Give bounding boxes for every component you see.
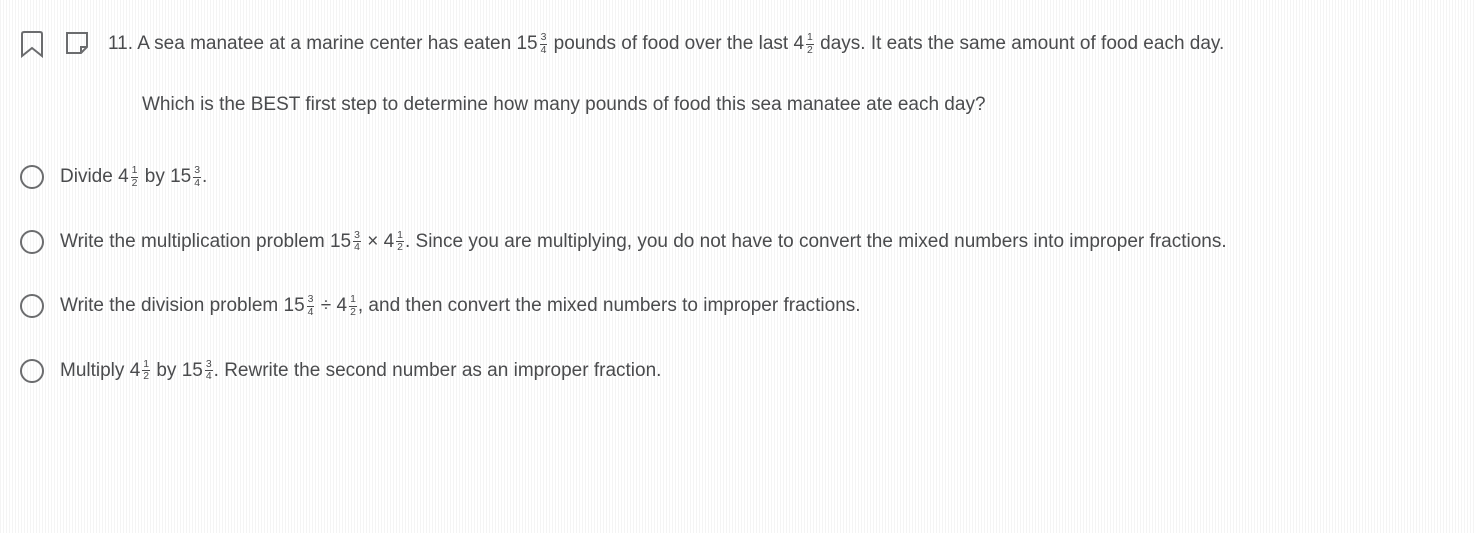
fraction: 34 [307, 295, 315, 318]
question-prompt-line2: Which is the BEST first step to determin… [142, 91, 1456, 120]
mixed-number-whole: 4 [130, 357, 141, 386]
option-text-part: Multiply [60, 360, 130, 381]
option-text: Write the division problem 1534 ÷ 412, a… [60, 292, 861, 321]
option-text-part: . Rewrite the second number as an improp… [214, 360, 662, 381]
question-text-part: days. It eats the same amount of food ea… [815, 33, 1224, 54]
option-text-part: Write the multiplication problem [60, 231, 330, 252]
note-icon[interactable] [64, 30, 90, 56]
question-header: 11. A sea manatee at a marine center has… [20, 30, 1456, 119]
mixed-number-whole: 15 [516, 30, 537, 59]
option-text: Divide 412 by 1534. [60, 163, 207, 192]
question-text-part: pounds of food over the last [548, 33, 793, 54]
mixed-number-whole: 15 [170, 163, 191, 192]
fraction: 12 [131, 166, 139, 189]
option-text-part: , and then convert the mixed numbers to … [358, 295, 861, 316]
option-text-part: . [202, 166, 207, 187]
question-number: 11. [108, 33, 133, 54]
question-text-block: 11. A sea manatee at a marine center has… [108, 30, 1456, 119]
option-d[interactable]: Multiply 412 by 1534. Rewrite the second… [20, 357, 1456, 386]
fraction: 34 [193, 166, 201, 189]
option-text-part: . Since you are multiplying, you do not … [405, 231, 1227, 252]
mixed-number-whole: 4 [384, 228, 395, 257]
mixed-number-whole: 15 [330, 228, 351, 257]
bookmark-icon[interactable] [20, 30, 46, 56]
fraction: 34 [205, 360, 213, 383]
option-text-part: by [151, 360, 182, 381]
radio-button[interactable] [20, 294, 44, 318]
option-b[interactable]: Write the multiplication problem 1534 × … [20, 228, 1456, 257]
option-a[interactable]: Divide 412 by 1534. [20, 163, 1456, 192]
answer-options: Divide 412 by 1534. Write the multiplica… [20, 163, 1456, 385]
fraction: 12 [349, 295, 357, 318]
mixed-number-whole: 15 [182, 357, 203, 386]
option-c[interactable]: Write the division problem 1534 ÷ 412, a… [20, 292, 1456, 321]
fraction: 12 [396, 231, 404, 254]
mixed-number-whole: 15 [284, 292, 305, 321]
question-text-part: A sea manatee at a marine center has eat… [137, 33, 516, 54]
fraction: 34 [540, 33, 548, 56]
option-text: Write the multiplication problem 1534 × … [60, 228, 1227, 257]
option-text-part: Write the division problem [60, 295, 284, 316]
radio-button[interactable] [20, 359, 44, 383]
mixed-number-whole: 4 [793, 30, 804, 59]
mixed-number-whole: 4 [336, 292, 347, 321]
option-text-part: by [139, 166, 170, 187]
mixed-number-whole: 4 [118, 163, 129, 192]
fraction: 12 [806, 33, 814, 56]
question-prompt-line1: 11. A sea manatee at a marine center has… [108, 30, 1456, 59]
fraction: 34 [353, 231, 361, 254]
option-text-part: ÷ [315, 295, 336, 316]
option-text-part: Divide [60, 166, 118, 187]
radio-button[interactable] [20, 230, 44, 254]
option-text: Multiply 412 by 1534. Rewrite the second… [60, 357, 661, 386]
radio-button[interactable] [20, 165, 44, 189]
fraction: 12 [142, 360, 150, 383]
option-text-part: × [362, 231, 384, 252]
